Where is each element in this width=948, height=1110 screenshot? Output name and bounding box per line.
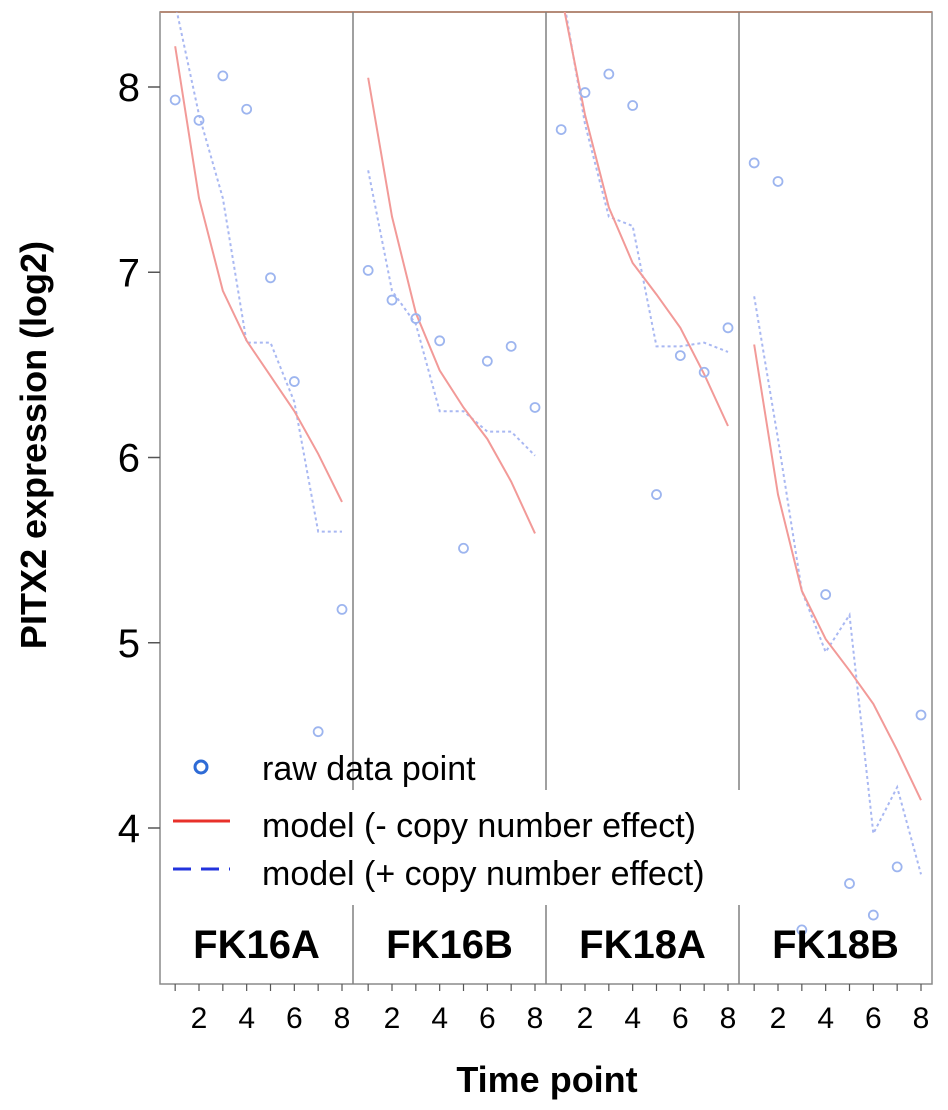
raw-data-point: [241, 103, 253, 115]
panel-labels: FK16A FK16B FK18A FK18B: [193, 923, 899, 967]
x-tick-label: 6: [286, 1002, 303, 1035]
series-clipped: [169, 12, 927, 936]
model-minus-line: [367, 77, 536, 534]
panel-label: FK16A: [193, 923, 320, 967]
x-tick-label: 2: [770, 1002, 787, 1035]
model-minus-line: [563, 12, 729, 427]
raw-data-point: [603, 68, 615, 80]
y-tick-label: 8: [118, 66, 140, 110]
panel-dividers: [352, 12, 740, 984]
raw-data-point: [796, 924, 808, 936]
raw-data-point: [698, 366, 710, 378]
y-tick-label: 5: [118, 622, 140, 666]
x-tick-label: 2: [191, 1002, 208, 1035]
raw-data-point: [674, 350, 686, 362]
legend-label: model (- copy number effect): [262, 807, 696, 845]
y-axis-title: PITX2 expression (log2): [13, 241, 54, 649]
raw-data-point: [217, 70, 229, 82]
raw-data-point: [386, 294, 398, 306]
x-axis-title: Time point: [456, 1059, 637, 1100]
raw-data-point: [312, 726, 324, 738]
y-axis: 8 7 6 5 4: [118, 66, 160, 851]
y-tick-label: 4: [118, 807, 140, 851]
model-plus-line: [753, 296, 922, 875]
raw-data-point: [722, 322, 734, 334]
raw-data-point: [410, 313, 422, 324]
x-tick-label: 8: [720, 1002, 737, 1035]
raw-data-point: [844, 878, 855, 889]
raw-data-point: [336, 604, 348, 615]
raw-data-point: [458, 542, 469, 554]
raw-data-point: [748, 157, 760, 169]
raw-data-point: [867, 909, 879, 921]
x-tick-label: 6: [672, 1002, 689, 1035]
raw-data-point: [169, 94, 181, 106]
panel-label: FK18B: [772, 923, 899, 967]
raw-data-point: [915, 709, 927, 721]
y-tick-label: 7: [118, 251, 140, 295]
x-tick-label: 6: [479, 1002, 496, 1035]
raw-data-point: [579, 87, 591, 98]
raw-data-point: [529, 402, 541, 413]
raw-data-point: [193, 114, 205, 126]
raw-data-point: [555, 124, 567, 136]
model-plus-line: [175, 12, 342, 533]
x-tick-label: 8: [527, 1002, 544, 1035]
x-tick-label: 2: [577, 1002, 594, 1035]
raw-data-point: [481, 355, 493, 367]
raw-data-point: [362, 264, 374, 276]
model-plus-line: [367, 170, 536, 457]
panel-label: FK18A: [579, 923, 706, 967]
y-tick-label: 6: [118, 437, 140, 481]
x-tick-label: 4: [624, 1002, 641, 1035]
x-tick-label: 4: [238, 1002, 255, 1035]
legend-label: raw data point: [262, 750, 476, 788]
x-tick-label: 2: [384, 1002, 401, 1035]
x-tick-label: 4: [817, 1002, 834, 1035]
raw-data-point: [265, 272, 276, 284]
raw-data-point: [891, 861, 903, 873]
model-minus-line: [174, 46, 343, 503]
raw-data-point: [651, 489, 662, 500]
model-plus-line: [564, 12, 729, 353]
legend: raw data point model (- copy number effec…: [173, 750, 705, 893]
x-tick-label: 6: [865, 1002, 882, 1035]
x-tick-label: 8: [913, 1002, 930, 1035]
raw-data-point: [820, 589, 832, 600]
raw-data-point: [288, 376, 300, 387]
legend-marker-circle: [193, 759, 209, 775]
legend-label: model (+ copy number effect): [262, 855, 705, 893]
raw-data-point: [627, 100, 639, 111]
x-tick-label: 8: [334, 1002, 351, 1035]
panel-label: FK16B: [386, 923, 513, 967]
model-minus-line: [753, 344, 922, 801]
raw-data-point: [505, 340, 517, 352]
series-layer: [169, 12, 927, 936]
x-tick-label: 4: [431, 1002, 448, 1035]
raw-data-point: [434, 335, 446, 347]
raw-data-point: [772, 176, 784, 187]
